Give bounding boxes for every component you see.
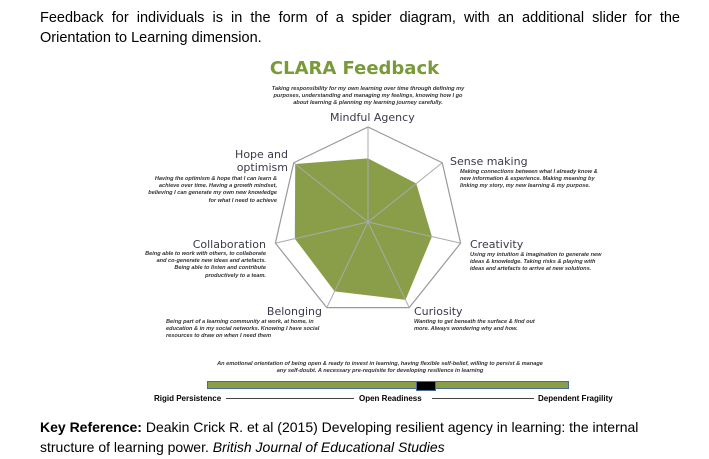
axis-spoke (367, 221, 461, 244)
axis-spoke (275, 221, 369, 244)
desc-hope-optimism: Having the optimism & hope that I can le… (148, 176, 277, 204)
key-text: Deakin Crick R. et al (2015) Developing … (40, 419, 639, 455)
axis-spoke (367, 162, 443, 223)
axis-spoke (293, 162, 369, 223)
label-hope-optimism: Hope and optimism (235, 148, 288, 174)
chart-title: CLARA Feedback (269, 58, 440, 79)
desc-curiosity: Wanting to get beneath the surface & fin… (414, 319, 535, 333)
axis-spoke (367, 221, 410, 308)
divider-line (226, 398, 354, 399)
desc-creativity: Using my intuition & imagination to gene… (470, 252, 602, 273)
key-reference: Key Reference: Deakin Crick R. et al (20… (40, 417, 690, 457)
grid-outline (274, 126, 462, 309)
slider-middle-label: Open Readiness (359, 394, 422, 403)
slider-marker[interactable] (416, 381, 437, 391)
axis-spoke (326, 221, 369, 308)
divider-line (432, 398, 534, 399)
label-creativity: Creativity (470, 238, 524, 251)
orientation-slider[interactable] (207, 381, 569, 391)
desc-belonging: Being part of a learning community at wo… (166, 319, 320, 340)
label-belonging: Belonging (266, 305, 322, 318)
key-label: Key Reference: (40, 419, 142, 435)
intro-text: Feedback for individuals is in the form … (40, 10, 680, 46)
key-journal: British Journal of Educational Studies (212, 439, 445, 455)
desc-mindful-agency: Taking responsibility for my own learnin… (271, 86, 465, 107)
label-mindful-agency: Mindful Agency (330, 111, 415, 124)
slider-description: An emotional orientation of being open &… (217, 361, 543, 375)
label-sense-making: Sense making (450, 155, 528, 168)
data-polygon (294, 158, 432, 300)
desc-sense-making: Making connections between what I alread… (460, 169, 598, 190)
label-collaboration: Collaboration (192, 238, 266, 251)
slider-right-label: Dependent Fragility (538, 394, 613, 403)
label-curiosity: Curiosity (414, 305, 463, 318)
slider-left-label: Rigid Persistence (154, 394, 222, 403)
desc-collaboration: Being able to work with others, to colla… (145, 251, 266, 279)
